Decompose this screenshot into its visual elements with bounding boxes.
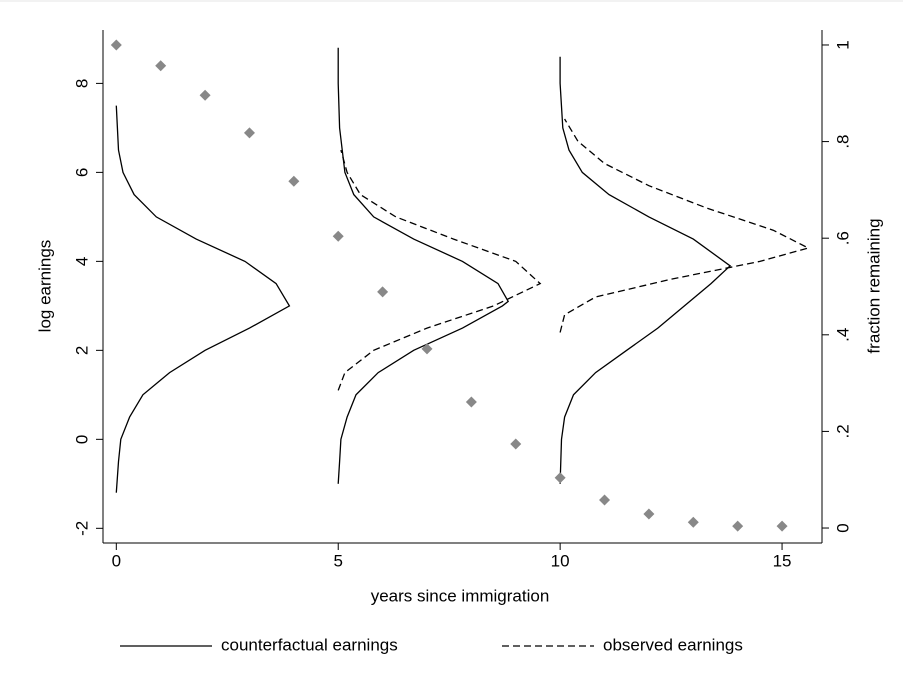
y2-tick-label: .2 — [833, 424, 852, 438]
x-tick-label: 15 — [773, 551, 792, 570]
density-curve — [115, 105, 291, 493]
y2-axis-title: fraction remaining — [864, 218, 883, 353]
legend-label: counterfactual earnings — [221, 635, 398, 654]
y-axis-title: log earnings — [35, 240, 54, 333]
scatter-point — [377, 286, 389, 298]
scatter-point — [599, 494, 611, 506]
scatter-point — [421, 343, 433, 355]
x-axis-title: years since immigration — [371, 586, 550, 605]
scatter-point — [643, 508, 655, 520]
y2-tick-label: .6 — [833, 231, 852, 245]
y-tick-label: 8 — [72, 79, 91, 88]
scatter-point — [243, 127, 255, 139]
y-tick-label: -2 — [72, 521, 91, 536]
scatter-point — [155, 60, 167, 72]
legend-label: observed earnings — [603, 635, 743, 654]
y-tick-label: 4 — [72, 257, 91, 266]
density-curve — [337, 47, 510, 484]
y2-tick-label: 0 — [833, 523, 852, 532]
x-tick-label: 5 — [333, 551, 342, 570]
y2-tick-label: .8 — [833, 134, 852, 148]
scatter-point — [332, 230, 344, 242]
y-tick-label: 6 — [72, 168, 91, 177]
y-tick-label: 0 — [72, 435, 91, 444]
scatter-point — [687, 516, 699, 528]
density-curve — [337, 149, 542, 391]
y2-tick-label: 1 — [833, 40, 852, 49]
scatter-point — [288, 175, 300, 187]
y-tick-label: 2 — [72, 346, 91, 355]
density-curve — [559, 56, 732, 484]
scatter-point — [110, 39, 122, 51]
x-tick-label: 0 — [112, 551, 121, 570]
scatter-point — [554, 472, 566, 484]
scatter-point — [199, 89, 211, 101]
density-curve — [559, 118, 810, 333]
scatter-point — [510, 438, 522, 450]
y2-tick-label: .4 — [833, 328, 852, 342]
x-tick-label: 10 — [551, 551, 570, 570]
scatter-point — [776, 520, 788, 532]
scatter-point — [732, 520, 744, 532]
scatter-point — [465, 396, 477, 408]
